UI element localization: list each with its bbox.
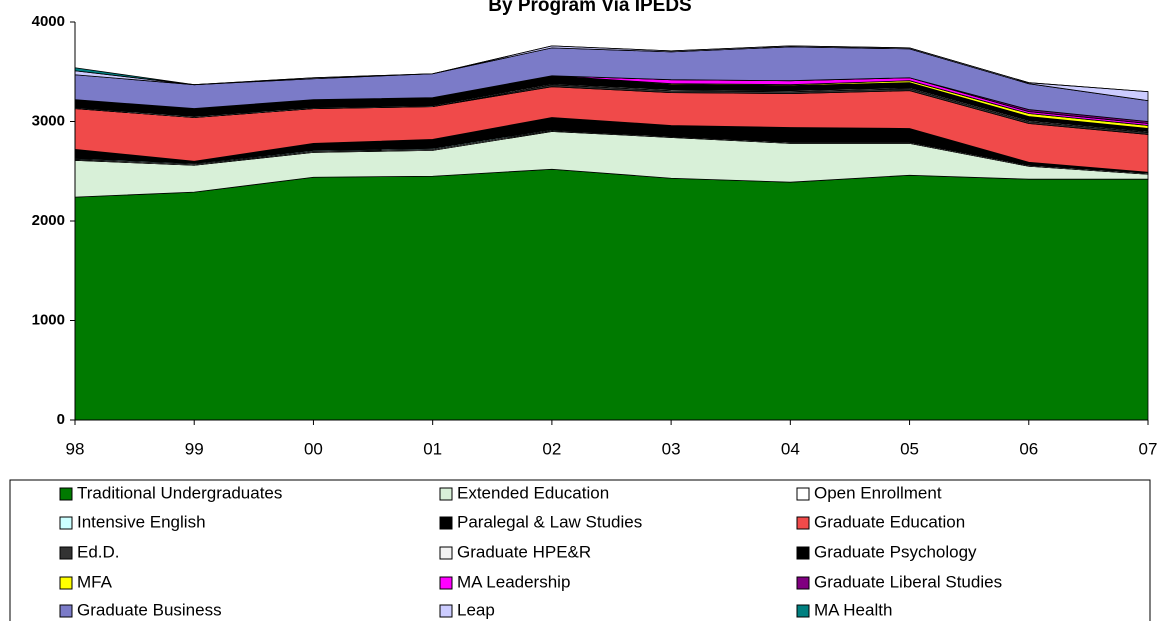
- legend-label: Extended Education: [457, 483, 609, 502]
- legend-swatch: [59, 604, 73, 618]
- legend-swatch: [439, 576, 453, 590]
- legend-label: MFA: [77, 572, 113, 591]
- x-tick-label: 02: [542, 439, 561, 458]
- x-tick-label: 06: [1019, 439, 1038, 458]
- legend-swatch: [59, 546, 73, 560]
- legend-label: Graduate Psychology: [814, 542, 977, 561]
- x-tick-label: 07: [1139, 439, 1158, 458]
- y-tick-label: 1000: [32, 311, 65, 328]
- legend-label: Intensive English: [77, 512, 206, 531]
- x-tick-label: 03: [662, 439, 681, 458]
- x-tick-label: 04: [781, 439, 800, 458]
- area: [74, 168, 1149, 421]
- y-tick-label: 2000: [32, 212, 65, 229]
- legend-swatch: [59, 576, 73, 590]
- legend-swatch: [796, 546, 810, 560]
- legend-box: [9, 479, 1151, 621]
- legend-swatch: [796, 487, 810, 501]
- area: [74, 45, 1149, 93]
- y-tick-label: 4000: [32, 13, 65, 30]
- legend-label: Leap: [457, 600, 495, 619]
- legend-label: Open Enrollment: [814, 483, 942, 502]
- legend-label: Graduate HPE&R: [457, 542, 591, 561]
- legend-swatch: [796, 604, 810, 618]
- legend-label: Traditional Undergraduates: [77, 483, 282, 502]
- legend-swatch: [439, 604, 453, 618]
- y-tick-label: 0: [57, 411, 65, 428]
- legend-label: MA Leadership: [457, 572, 570, 591]
- legend-swatch: [439, 546, 453, 560]
- legend-label: Ed.D.: [77, 542, 120, 561]
- y-tick-label: 3000: [32, 112, 65, 129]
- legend-label: Graduate Liberal Studies: [814, 572, 1002, 591]
- x-tick-label: 01: [423, 439, 442, 458]
- legend-swatch: [796, 516, 810, 530]
- legend-label: MA Health: [814, 600, 892, 619]
- legend-label: Graduate Education: [814, 512, 965, 531]
- x-tick-label: 99: [185, 439, 204, 458]
- legend-label: Graduate Business: [77, 600, 222, 619]
- legend-swatch: [439, 487, 453, 501]
- legend-swatch: [59, 487, 73, 501]
- legend-swatch: [439, 516, 453, 530]
- x-tick-label: 00: [304, 439, 323, 458]
- chart-title: By Program Via IPEDS: [488, 0, 691, 16]
- legend-label: Paralegal & Law Studies: [457, 512, 642, 531]
- x-tick-label: 98: [66, 439, 85, 458]
- x-tick-label: 05: [900, 439, 919, 458]
- legend-swatch: [796, 576, 810, 590]
- legend-swatch: [59, 516, 73, 530]
